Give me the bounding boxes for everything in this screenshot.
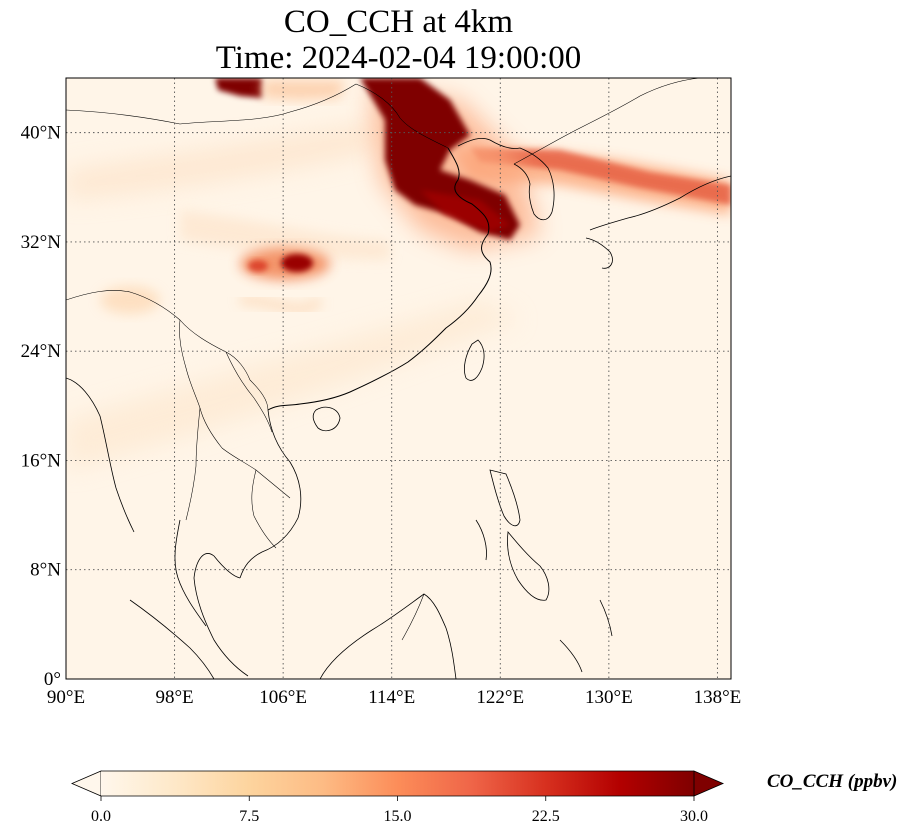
haze-himalaya — [100, 286, 160, 314]
colorbar-tick-label: 30.0 — [680, 808, 708, 825]
lon-tick-label: 122°E — [476, 687, 524, 708]
lon-tick-label: 130°E — [585, 687, 633, 708]
haze-band — [66, 300, 520, 470]
haze-band-north — [66, 120, 380, 200]
colorbar-label: CO_CCH (ppbv) — [767, 771, 897, 792]
plume-sichuan-west — [248, 260, 268, 272]
gridlines — [66, 78, 731, 679]
lat-tick-label: 16°N — [21, 450, 62, 471]
concentration-field — [66, 78, 731, 470]
lat-tick-label: 32°N — [21, 232, 62, 253]
lon-tick-label: 138°E — [694, 687, 742, 708]
lon-tick-label: 106°E — [259, 687, 307, 708]
plume-mongolia-halo — [262, 80, 345, 100]
plume-sichuan-core — [281, 254, 313, 272]
lat-tick-label: 0° — [44, 669, 61, 690]
plume-mongolia — [215, 78, 262, 98]
plume-korea-japan-core — [470, 148, 731, 205]
lon-tick-label: 98°E — [155, 687, 193, 708]
colorbar-gradient — [101, 771, 694, 796]
coastlines — [66, 138, 731, 679]
lat-tick-label: 8°N — [30, 560, 61, 581]
chart-title-line-1: CO_CCH at 4km — [283, 4, 514, 40]
chart-title-line-2: Time: 2024-02-04 19:00:00 — [215, 40, 582, 76]
colorbar-tick-label: 0.0 — [91, 808, 111, 825]
latitude-tick-labels: 0° 8°N 16°N 24°N 32°N 40°N — [21, 123, 62, 690]
colorbar-ticks: 0.0 7.5 15.0 22.5 30.0 — [91, 796, 708, 825]
map-frame — [65, 77, 732, 680]
lon-tick-label: 114°E — [368, 687, 415, 708]
colorbar-tick-label: 7.5 — [239, 808, 259, 825]
colorbar-tick-label: 22.5 — [532, 808, 560, 825]
lat-tick-label: 40°N — [21, 123, 62, 144]
haze-sichuan — [239, 295, 324, 314]
lat-tick-label: 24°N — [21, 341, 62, 362]
haze-streak — [180, 210, 390, 260]
colorbar-tick-label: 15.0 — [384, 808, 412, 825]
colorbar-extend-min — [70, 770, 102, 797]
country-borders — [66, 78, 701, 641]
colorbar-extend-max — [693, 770, 725, 797]
lon-tick-label: 90°E — [47, 687, 85, 708]
colorbar: 0.0 7.5 15.0 22.5 30.0 CO_CCH (ppbv) — [70, 770, 897, 825]
plume-north-china-core — [360, 78, 520, 240]
longitude-tick-labels: 90°E 98°E 106°E 114°E 122°E 130°E 138°E — [47, 687, 741, 708]
